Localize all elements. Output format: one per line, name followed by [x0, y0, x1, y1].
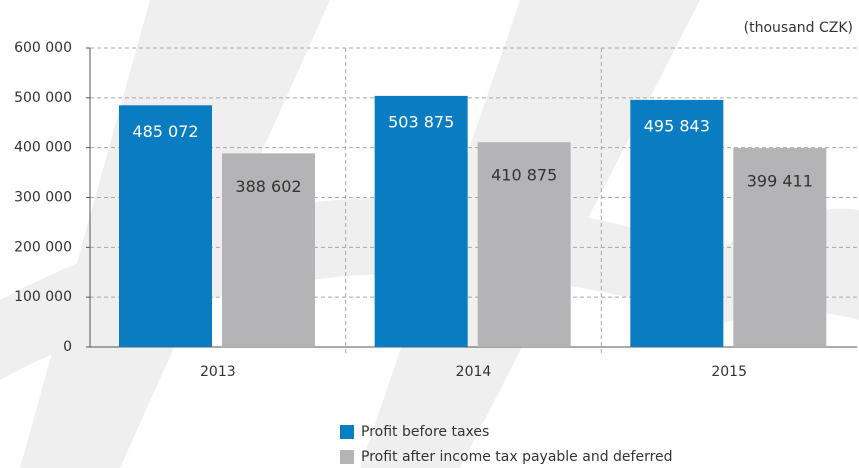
- y-tick-label: 100 000: [14, 289, 72, 305]
- x-tick-label: 2014: [456, 364, 492, 380]
- y-tick-label: 500 000: [14, 90, 72, 106]
- bar: [630, 100, 723, 347]
- legend-label: Profit before taxes: [361, 424, 489, 440]
- bar: [119, 105, 212, 347]
- chart: (thousand CZK) 0 100 000 200 000 300 000 400…: [0, 0, 859, 468]
- legend-swatch: [340, 425, 354, 439]
- value-label: 399 411: [747, 171, 813, 190]
- y-tick-label: 0: [63, 339, 72, 355]
- value-label: 388 602: [235, 177, 301, 196]
- legend-swatch: [340, 450, 354, 464]
- value-label: 503 875: [388, 112, 454, 131]
- y-tick-label: 300 000: [14, 190, 72, 206]
- value-label: 410 875: [491, 166, 557, 185]
- y-tick-label: 200 000: [14, 239, 72, 255]
- x-tick-label: 2015: [711, 364, 747, 380]
- value-label: 485 072: [132, 122, 198, 141]
- x-tick-label: 2013: [200, 364, 236, 380]
- value-label: 495 843: [644, 116, 710, 135]
- y-tick-label: 600 000: [14, 40, 72, 56]
- unit-label: (thousand CZK): [744, 20, 853, 36]
- bar: [375, 96, 468, 347]
- legend-label: Profit after income tax payable and defe…: [361, 449, 673, 465]
- y-tick-label: 400 000: [14, 140, 72, 156]
